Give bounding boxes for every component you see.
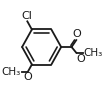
Text: Cl: Cl (21, 11, 32, 21)
Text: CH₃: CH₃ (2, 67, 21, 77)
Text: CH₃: CH₃ (83, 48, 102, 58)
Text: O: O (72, 29, 81, 39)
Text: O: O (76, 53, 85, 64)
Text: O: O (23, 72, 32, 82)
